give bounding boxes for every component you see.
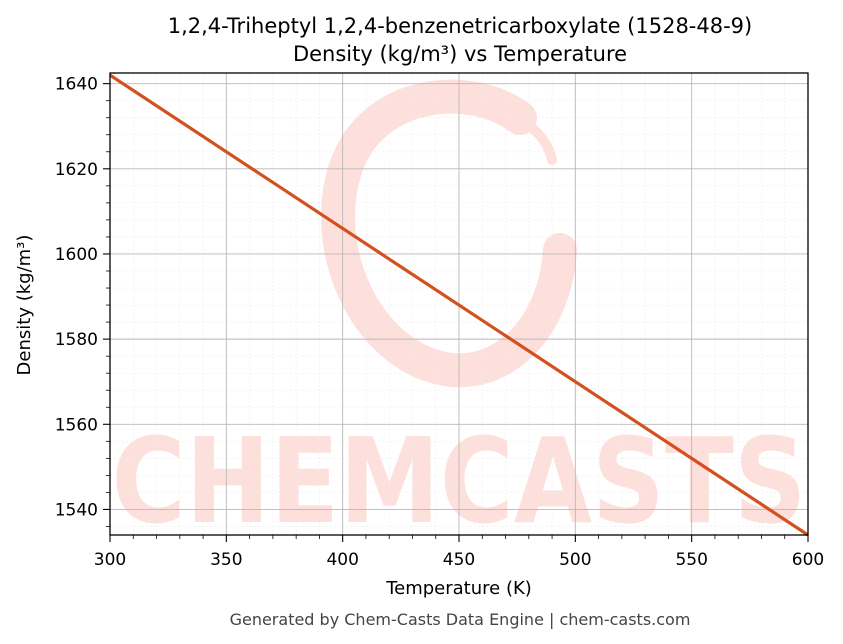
x-tick-label: 400 (326, 550, 358, 570)
y-tick-label: 1640 (55, 75, 98, 95)
x-tick-label: 550 (675, 550, 707, 570)
y-axis-label: Density (kg/m³) (14, 235, 35, 376)
y-tick-label: 1560 (55, 415, 98, 435)
x-tick-label: 350 (210, 550, 242, 570)
footer-credit: Generated by Chem-Casts Data Engine | ch… (230, 610, 691, 629)
x-tick-label: 500 (559, 550, 591, 570)
density-series-line (109, 73, 809, 537)
x-axis-label: Temperature (K) (385, 578, 532, 599)
plot-area: CHEMCASTS 300 350 400 450 500 550 600154015601… (55, 72, 824, 570)
chart-title: 1,2,4-Triheptyl 1,2,4-benzenetricarboxyl… (168, 14, 753, 38)
chart-subtitle: Density (kg/m³) vs Temperature (293, 42, 627, 66)
y-tick-label: 1620 (55, 160, 98, 180)
y-tick-label: 1540 (55, 500, 98, 520)
x-tick-label: 450 (443, 550, 475, 570)
y-tick-label: 1580 (55, 330, 98, 350)
y-tick-label: 1600 (55, 245, 98, 265)
x-tick-label: 300 (94, 550, 126, 570)
x-tick-label: 600 (792, 550, 824, 570)
